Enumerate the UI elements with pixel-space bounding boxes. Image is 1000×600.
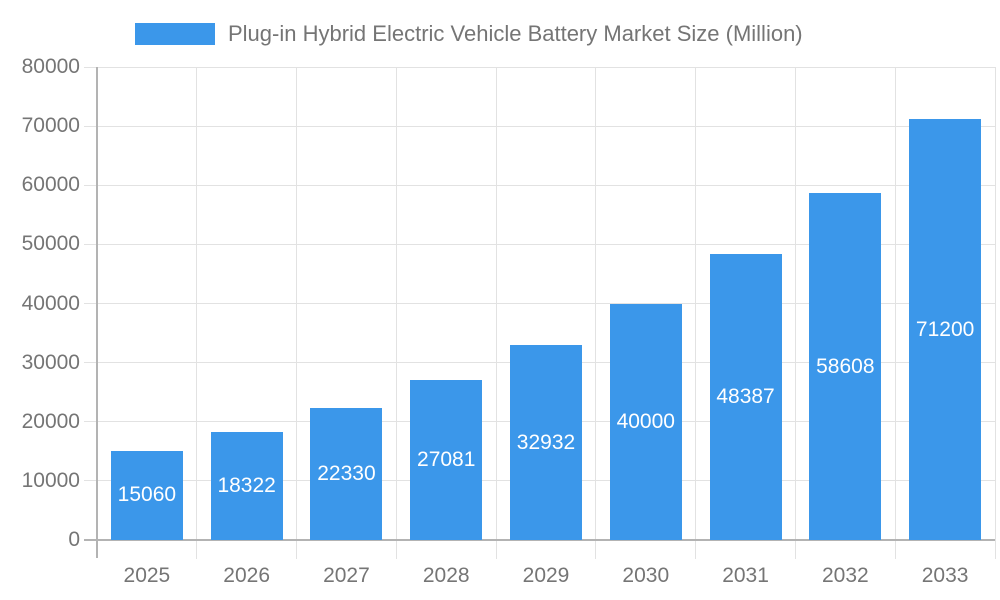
h-gridline (84, 243, 995, 245)
y-axis-line (96, 67, 98, 558)
bar[interactable]: 32932 (510, 345, 582, 540)
v-gridline (695, 67, 697, 559)
v-gridline (595, 67, 597, 559)
y-axis-tick-label: 80000 (21, 55, 80, 78)
y-axis-tick-label: 0 (68, 528, 80, 551)
x-axis-line (84, 539, 995, 541)
bar-value-label: 58608 (816, 354, 875, 378)
bar-value-label: 40000 (616, 409, 675, 433)
h-gridline (84, 125, 995, 127)
y-axis-tick-label: 30000 (21, 350, 80, 374)
bar-value-label: 71200 (915, 317, 975, 341)
h-gridline (84, 184, 995, 186)
y-axis-tick-label: 10000 (21, 468, 80, 492)
bar[interactable]: 27081 (410, 379, 483, 540)
v-gridline (994, 67, 996, 559)
x-axis-tick-label: 2031 (722, 564, 769, 587)
bar[interactable]: 18322 (210, 431, 283, 540)
v-gridline (296, 67, 298, 559)
x-axis-tick-label: 2032 (821, 564, 869, 587)
bar-value-label: 15060 (117, 483, 177, 507)
y-axis-tick-label: 40000 (21, 291, 80, 315)
x-axis-tick-label: 2028 (422, 564, 470, 587)
y-axis-tick-label: 60000 (21, 173, 80, 197)
v-gridline (794, 67, 796, 559)
x-axis-tick-label: 2027 (323, 564, 370, 587)
x-axis-tick-label: 2025 (123, 564, 171, 587)
legend-swatch (135, 23, 215, 45)
x-axis-tick-label: 2029 (522, 564, 570, 587)
bar-value-label: 27081 (417, 447, 476, 471)
bar-value-label: 18322 (217, 473, 276, 497)
v-gridline (495, 67, 497, 559)
bar-value-label: 22330 (317, 461, 376, 485)
v-gridline (196, 67, 198, 559)
bar[interactable]: 22330 (310, 407, 383, 540)
y-axis-tick-label: 70000 (21, 114, 80, 138)
v-gridline (395, 67, 397, 559)
bar[interactable]: 58608 (809, 193, 882, 540)
bar-value-label: 32932 (516, 430, 576, 454)
x-axis-tick-label: 2026 (223, 564, 271, 587)
x-axis-tick-label: 2030 (622, 564, 670, 587)
x-axis-tick-label: 2033 (921, 564, 969, 587)
bar[interactable]: 40000 (609, 303, 682, 540)
legend[interactable]: Plug-in Hybrid Electric Vehicle Battery … (135, 21, 803, 47)
y-axis-tick-label: 50000 (21, 232, 80, 256)
bar[interactable]: 71200 (909, 119, 982, 540)
legend-label: Plug-in Hybrid Electric Vehicle Battery … (228, 21, 803, 46)
h-gridline (84, 66, 995, 68)
h-gridline (84, 303, 995, 304)
bar[interactable]: 48387 (709, 253, 782, 540)
bar[interactable]: 15060 (110, 450, 183, 540)
y-axis-tick-label: 20000 (21, 409, 80, 433)
v-gridline (894, 67, 896, 559)
bar-value-label: 48387 (716, 384, 775, 408)
